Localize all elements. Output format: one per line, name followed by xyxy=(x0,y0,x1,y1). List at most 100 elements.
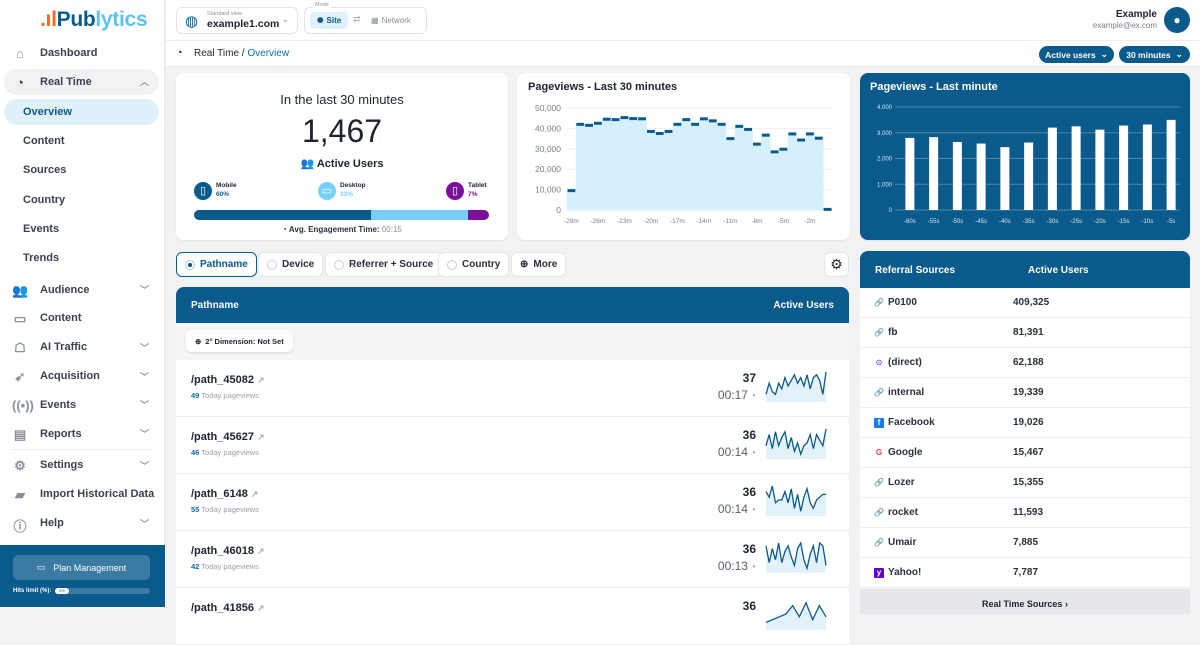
real-time-sources-link[interactable]: Real Time Sources › xyxy=(860,589,1190,614)
sidebar-item-reports[interactable]: ▤ Reports ﹀ xyxy=(4,421,159,447)
sidebar-item-content[interactable]: ▭ Content xyxy=(4,305,159,331)
sidebar-item-import-historical-data[interactable]: ▰ Import Historical Data xyxy=(4,481,159,507)
referral-row[interactable]: 🔗 Umair 7,885 xyxy=(860,528,1190,558)
sidebar-item-ai-traffic[interactable]: ☖ AI Traffic ﹀ xyxy=(4,334,159,360)
settings-gear-button[interactable]: ⚙ xyxy=(824,252,849,277)
bar-fill xyxy=(761,135,771,210)
broadcast-icon: ((•)) xyxy=(12,397,34,413)
mode-site-button[interactable]: ✺ Site xyxy=(310,12,348,29)
y-tick-label: 4,000 xyxy=(877,105,893,111)
column-header-pathname[interactable]: Pathname xyxy=(191,300,239,311)
referral-row[interactable]: y Yahoo! 7,787 xyxy=(860,558,1190,588)
sidebar-subitem-overview[interactable]: Overview xyxy=(4,98,159,125)
sidebar-subitem-trends[interactable]: Trends xyxy=(23,252,60,265)
pathname-link[interactable]: /path_45627 xyxy=(191,431,254,443)
mode-network-label: Network xyxy=(381,16,411,25)
column-header-active-users[interactable]: Active Users xyxy=(1028,265,1089,276)
referral-active-users: 19,026 xyxy=(1013,417,1044,428)
column-header-referral-sources[interactable]: Referral Sources xyxy=(875,265,956,276)
range-dropdown[interactable]: 30 minutes ⌄ xyxy=(1119,46,1190,63)
sidebar-item-help[interactable]: ⓘ Help ﹀ xyxy=(4,510,159,536)
sidebar-item-audience[interactable]: 👥 Audience ﹀ xyxy=(4,277,159,303)
tab-pathname[interactable]: Pathname xyxy=(176,252,257,277)
tab-referrer-source[interactable]: Referrer + Source xyxy=(325,252,443,277)
mode-network-button[interactable]: ▦ Network xyxy=(371,12,411,29)
bar xyxy=(726,137,736,210)
sidebar-subitem-country[interactable]: Country xyxy=(23,193,66,206)
referral-row[interactable]: 🔗 P0100 409,325 xyxy=(860,288,1190,318)
avatar[interactable]: ● xyxy=(1164,7,1190,33)
bar-fill xyxy=(814,138,824,210)
x-tick-label: -5s xyxy=(1167,219,1175,225)
sidebar-item-events[interactable]: ((•)) Events ﹀ xyxy=(4,392,159,418)
sidebar-item-label: Help xyxy=(40,517,64,529)
grid-icon: ▦ xyxy=(371,16,379,25)
tab-more[interactable]: ⊕ More xyxy=(511,252,567,277)
plan-panel: ▭ Plan Management Hits limit (%): 5% xyxy=(0,545,165,607)
referral-row[interactable]: 🔗 rocket 11,593 xyxy=(860,498,1190,528)
gear-icon: ⚙ xyxy=(830,256,843,272)
chevron-down-icon: ﹀ xyxy=(139,342,149,353)
plan-management-button[interactable]: ▭ Plan Management xyxy=(13,555,150,580)
clock-icon: ◔ xyxy=(16,74,24,90)
table-row[interactable]: /path_45082 ↗ 49 Today pageviews 37 00:17 ◔ xyxy=(176,360,849,417)
sidebar-subitem-sources[interactable]: Sources xyxy=(23,164,67,177)
sidebar-subitem-events[interactable]: Events xyxy=(23,223,60,235)
link-icon: 🔗 xyxy=(874,538,884,547)
sidebar-item-acquisition[interactable]: ➹ Acquisition ﹀ xyxy=(4,363,159,389)
bar xyxy=(1047,127,1057,210)
metric-dropdown[interactable]: Active users ⌄ xyxy=(1039,46,1114,63)
tab-country[interactable]: Country xyxy=(438,252,510,277)
external-link-icon[interactable]: ↗ xyxy=(256,432,265,442)
x-tick-label: -25s xyxy=(1070,219,1082,225)
bar xyxy=(1166,119,1176,210)
sidebar-subitem-content[interactable]: Content xyxy=(23,135,65,148)
breadcrumb-section[interactable]: Real Time xyxy=(194,48,240,59)
mode-caption: Mode xyxy=(313,2,331,8)
bar-cap xyxy=(682,118,691,122)
sidebar-item-dashboard[interactable]: ⌂ Dashboard xyxy=(4,40,159,66)
site-name: example1.com xyxy=(207,18,280,30)
pathname-link[interactable]: /path_41856 xyxy=(191,602,254,614)
site-selector[interactable]: ◍ Standard view example1.com ⌄ xyxy=(176,7,298,34)
pathname-link[interactable]: /path_45082 xyxy=(191,374,254,386)
sidebar: .ılPublytics ⌂ Dashboard ◔ Real Time ︿ Overvi… xyxy=(0,0,165,607)
table-row[interactable]: /path_41856 ↗ 36 xyxy=(176,588,849,645)
device-mobile: ▯ Mobile 60% xyxy=(194,182,237,200)
tab-device[interactable]: Device xyxy=(258,252,324,277)
sidebar-item-label: Reports xyxy=(40,427,82,440)
pathname-link[interactable]: /path_6148 xyxy=(191,488,248,500)
referral-row[interactable]: f Facebook 19,026 xyxy=(860,408,1190,438)
secondary-dimension-button[interactable]: ⊕ 2° Dimension: Not Set xyxy=(186,330,293,352)
clock-icon: ◔ xyxy=(749,448,756,459)
column-header-active-users[interactable]: Active Users xyxy=(773,300,834,311)
bar-fill xyxy=(734,126,744,210)
referral-row[interactable]: 🔗 Lozer 15,355 xyxy=(860,468,1190,498)
external-link-icon[interactable]: ↗ xyxy=(256,603,265,613)
bar xyxy=(717,122,727,210)
bar-fill xyxy=(796,140,806,210)
external-link-icon[interactable]: ↗ xyxy=(256,546,265,556)
referral-row[interactable]: 🔗 internal 19,339 xyxy=(860,378,1190,408)
bar-cap xyxy=(806,132,814,136)
table-row[interactable]: /path_46018 ↗ 42 Today pageviews 36 00:13 ◔ xyxy=(176,531,849,588)
external-link-icon[interactable]: ↗ xyxy=(256,375,265,385)
referral-row[interactable]: 🔗 fb 81,391 xyxy=(860,318,1190,348)
bar-fill xyxy=(770,151,780,210)
pathname-link[interactable]: /path_46018 xyxy=(191,545,254,557)
referral-row[interactable]: G Google 15,467 xyxy=(860,438,1190,468)
referral-row[interactable]: ⊙ (direct) 62,188 xyxy=(860,348,1190,378)
bar xyxy=(628,117,638,210)
logo[interactable]: .ılPublytics xyxy=(40,8,148,31)
device-bar-segment-mobile xyxy=(194,210,371,220)
table-row[interactable]: /path_45627 ↗ 46 Today pageviews 36 00:14 ◔ xyxy=(176,417,849,474)
sidebar-item-real-time[interactable]: ◔ Real Time ︿ xyxy=(4,68,159,95)
bar xyxy=(611,118,621,210)
bar xyxy=(567,189,577,210)
external-link-icon[interactable]: ↗ xyxy=(250,489,259,499)
table-row[interactable]: /path_6148 ↗ 55 Today pageviews 36 00:14 ◔ xyxy=(176,474,849,531)
sidebar-item-label: Real Time xyxy=(40,75,92,88)
referral-active-users: 11,593 xyxy=(1013,507,1044,518)
sidebar-item-settings[interactable]: ⚙ Settings ﹀ xyxy=(4,452,159,478)
today-pageviews-count: 46 xyxy=(191,448,200,457)
